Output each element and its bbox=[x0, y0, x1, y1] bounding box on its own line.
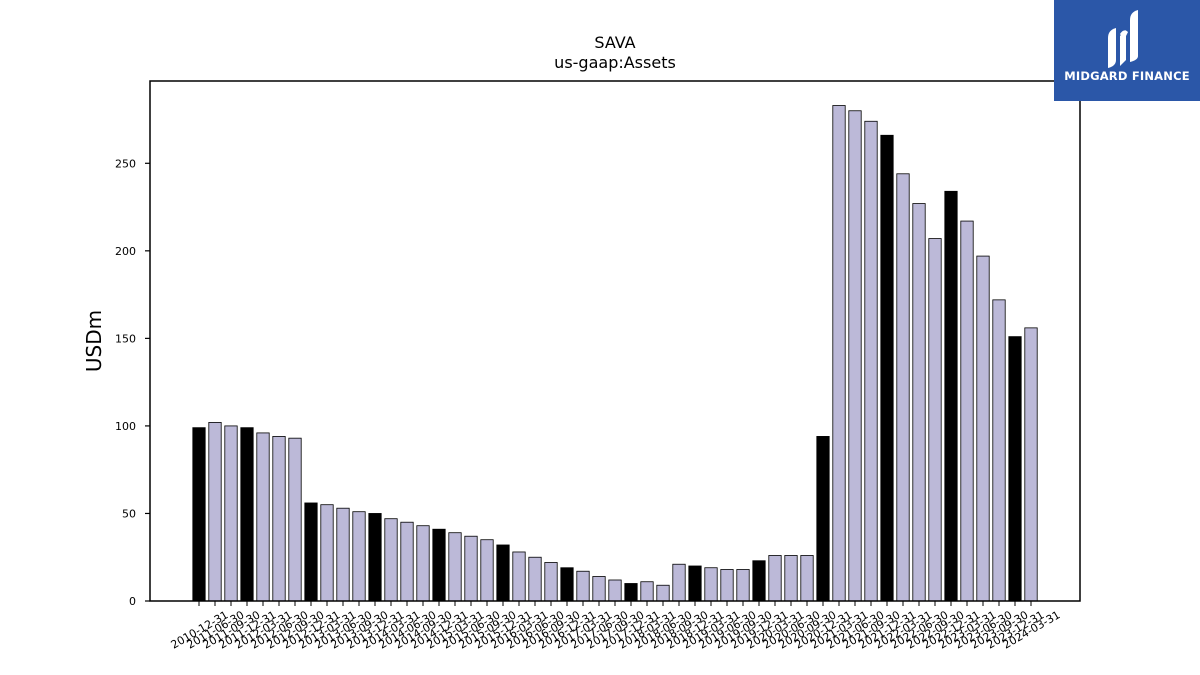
bar-2012-03-31 bbox=[272, 436, 286, 602]
bar-2016-12-31 bbox=[576, 570, 590, 602]
bar-2023-03-31 bbox=[976, 255, 990, 602]
chart-title: SAVA bbox=[594, 33, 635, 52]
bar-2021-03-31 bbox=[848, 110, 862, 602]
bar-2019-03-31 bbox=[720, 569, 734, 602]
bar-2014-06-30 bbox=[416, 525, 430, 602]
bar-2016-03-31 bbox=[528, 556, 542, 602]
bar-2022-09-30 bbox=[944, 190, 958, 602]
bar-2011-06-30 bbox=[224, 425, 238, 602]
bar-2012-06-30 bbox=[288, 437, 302, 602]
bar-2022-06-30 bbox=[928, 238, 942, 602]
x-axis: 2010-12-312011-06-302011-09-302011-12-31… bbox=[169, 601, 1063, 652]
y-tick-label: 50 bbox=[122, 507, 136, 520]
bar-2022-03-31 bbox=[912, 203, 926, 602]
bar-2021-06-30 bbox=[864, 120, 878, 602]
bar-2010-12-31 bbox=[192, 427, 206, 602]
bar-2017-12-31 bbox=[640, 581, 654, 602]
y-tick-label: 0 bbox=[129, 595, 136, 608]
y-tick-label: 150 bbox=[115, 332, 136, 345]
bar-2023-09-30 bbox=[1008, 336, 1022, 602]
y-tick-label: 100 bbox=[115, 420, 136, 433]
bar-2018-06-30 bbox=[672, 563, 686, 602]
y-axis-label: USDm bbox=[82, 310, 106, 372]
bar-2017-06-30 bbox=[608, 579, 622, 602]
bar-2012-09-30 bbox=[304, 502, 318, 602]
bar-2020-12-31 bbox=[832, 105, 846, 602]
plot-frame bbox=[149, 80, 1081, 602]
y-tick-label: 250 bbox=[115, 157, 136, 170]
bars-group bbox=[192, 105, 1038, 602]
bar-2013-12-31 bbox=[384, 518, 398, 602]
logo-text: MIDGARD FINANCE bbox=[1064, 69, 1190, 83]
bar-2013-09-30 bbox=[368, 513, 382, 602]
bar-2015-12-31 bbox=[512, 551, 526, 602]
midgard-logo-icon bbox=[1108, 10, 1138, 68]
bar-2018-03-31 bbox=[656, 584, 670, 602]
bar-2011-09-30 bbox=[240, 427, 254, 602]
bar-2012-12-31 bbox=[320, 504, 334, 602]
bar-2013-03-31 bbox=[336, 507, 350, 602]
bar-2021-09-30 bbox=[880, 134, 894, 602]
bar-2018-09-30 bbox=[688, 565, 702, 602]
bar-2011-03-31 bbox=[208, 422, 222, 602]
bar-2023-12-31 bbox=[1024, 327, 1038, 602]
bar-2021-12-31 bbox=[896, 173, 910, 602]
chart-subtitle: us-gaap:Assets bbox=[554, 53, 676, 72]
bar-2020-06-30 bbox=[800, 555, 814, 602]
bar-2017-09-30 bbox=[624, 583, 638, 602]
bar-2015-03-31 bbox=[464, 535, 478, 602]
bar-2019-09-30 bbox=[752, 560, 766, 602]
bar-2017-03-31 bbox=[592, 576, 606, 602]
bar-2011-12-31 bbox=[256, 432, 270, 602]
bar-2022-12-31 bbox=[960, 220, 974, 602]
y-axis: 0 50 100 150 200 250 bbox=[115, 157, 150, 608]
y-tick-label: 200 bbox=[115, 245, 136, 258]
bar-2023-06-30 bbox=[992, 299, 1006, 602]
bar-2019-12-31 bbox=[768, 555, 782, 602]
brand-logo: MIDGARD FINANCE bbox=[1054, 0, 1200, 101]
bar-2016-09-30 bbox=[560, 567, 574, 602]
bar-2019-06-30 bbox=[736, 569, 750, 602]
bar-2014-09-30 bbox=[432, 528, 446, 602]
bar-2020-03-31 bbox=[784, 555, 798, 602]
bar-2016-06-30 bbox=[544, 562, 558, 602]
bar-2014-12-31 bbox=[448, 532, 462, 602]
bar-2015-06-30 bbox=[480, 539, 494, 602]
bar-2020-09-30 bbox=[816, 436, 830, 602]
bar-2018-12-31 bbox=[704, 567, 718, 602]
bar-2015-09-30 bbox=[496, 544, 510, 602]
bar-2014-03-31 bbox=[400, 521, 414, 602]
bar-2013-06-30 bbox=[352, 511, 366, 602]
